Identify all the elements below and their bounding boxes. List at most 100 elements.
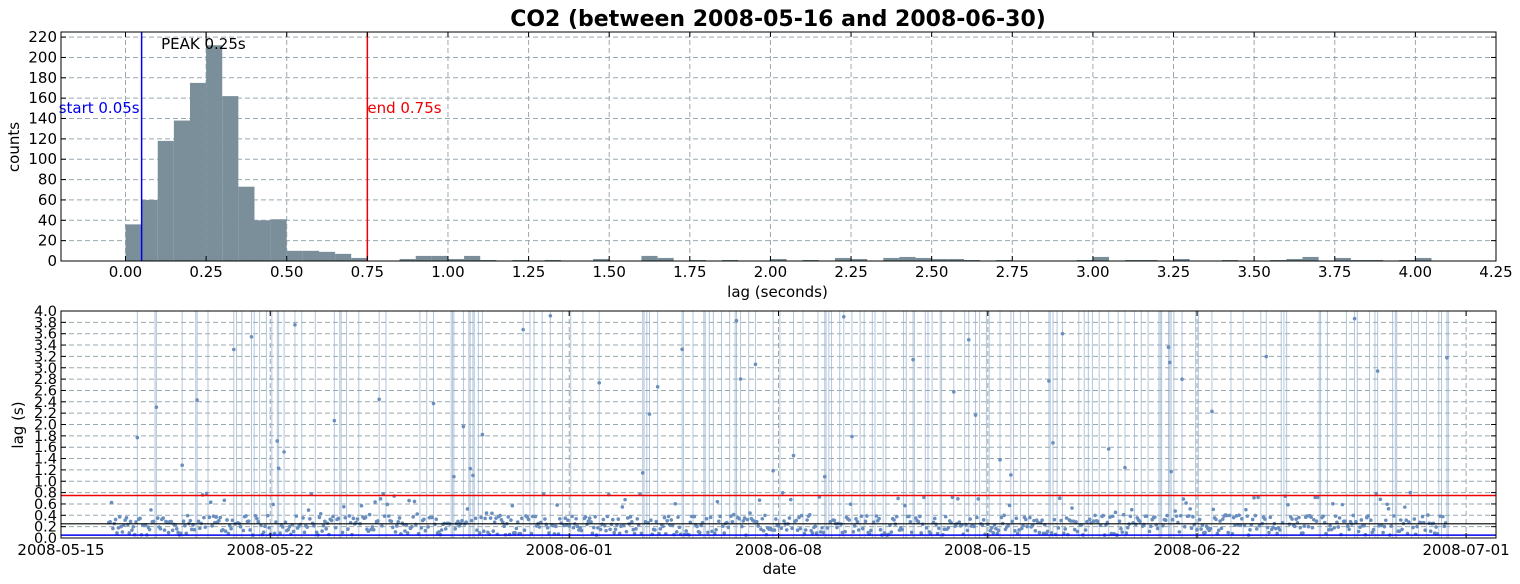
lag-point [1030,523,1035,528]
lag-point [1398,518,1403,522]
lag-point [1059,518,1063,523]
x-tick-label: 2008-05-15 [17,541,104,559]
histogram-bar [238,186,255,261]
lag-point [1242,523,1247,528]
lag-point [395,524,399,528]
lag-point [911,357,915,362]
lag-point [1335,520,1339,525]
lag-point [1062,531,1066,536]
lag-point [515,520,520,524]
lag-point [230,518,235,523]
x-tick-label: 0.00 [109,263,142,281]
lag-point [510,503,515,508]
lag-point [810,531,815,535]
lag-point [473,516,478,521]
lag-point [991,530,996,535]
lag-point [369,527,373,532]
lag-point [684,529,688,533]
lag-point [409,524,414,529]
lag-point [1014,516,1019,521]
lag-point [543,517,547,521]
lag-point [847,518,852,522]
lag-point [649,518,653,522]
x-tick-label: 4.00 [1399,263,1432,281]
x-tick-label: 1.25 [512,263,545,281]
histogram-bar [480,259,497,261]
lag-point [661,524,665,529]
y-axis-label: counts [5,122,23,172]
histogram-bar [125,224,142,261]
lag-point [1216,528,1221,533]
lag-point [1049,531,1054,535]
lag-point [741,519,746,523]
lag-point [471,473,475,478]
lag-point [1037,530,1042,535]
lag-point [336,516,341,521]
lag-point [1215,531,1220,536]
histogram-bar [689,259,706,261]
lag-point [1195,527,1199,532]
x-tick-label: 0.50 [270,263,303,281]
y-tick-label: 1.0 [34,474,57,490]
lag-point [1347,527,1351,532]
lag-point [1178,513,1183,518]
lag-point [1362,523,1366,528]
lag-point [634,527,638,531]
lag-point [430,515,434,520]
lag-point [1199,527,1203,531]
lag-point [1173,509,1178,513]
lag-point [1125,525,1130,530]
lag-point [1174,514,1179,518]
lag-point [1329,527,1334,532]
lag-point [332,418,337,423]
lag-point [620,505,625,509]
lag-point [385,502,390,507]
lag-point [217,518,221,523]
lag-point [1375,369,1380,373]
lag-point [852,524,857,528]
lag-point [1083,528,1088,532]
lag-point [1411,525,1415,530]
lag-point [423,528,428,533]
lag-point [204,491,209,496]
lag-point [131,525,136,529]
histogram-bar [802,259,819,261]
lag-point [1370,530,1375,535]
lag-point [1041,531,1046,536]
lag-point [1051,441,1055,445]
lag-point [381,491,386,496]
lag-point [803,528,808,532]
lag-point [522,528,527,532]
lag-point [1310,525,1315,530]
lag-point [1309,515,1313,519]
lag-point [878,527,883,532]
lag-point [721,524,725,529]
lag-point [1024,517,1028,522]
lag-point [619,524,623,529]
lag-point [771,468,775,473]
lag-point [331,514,335,519]
lag-point [195,398,199,402]
lag-point [135,435,140,440]
gap-spike-lines [136,311,1449,538]
lag-point [196,519,201,524]
lag-point [621,523,626,528]
x-tick-label: 2.25 [834,263,867,281]
histogram-bar [770,258,787,261]
lag-point [662,515,667,520]
lag-point [1087,517,1092,522]
lag-point [1098,523,1103,528]
lag-point [149,508,153,512]
lag-point [994,526,998,531]
lag-point [605,514,610,519]
lag-point [706,530,710,535]
lag-point [351,516,356,521]
lag-point [238,524,243,529]
lag-point [882,531,887,535]
histogram-bar [1092,256,1110,261]
lag-point [301,516,305,520]
lag-point [763,513,767,518]
lag-point [1208,526,1213,531]
lag-point [1331,501,1335,506]
lag-point [919,531,924,535]
